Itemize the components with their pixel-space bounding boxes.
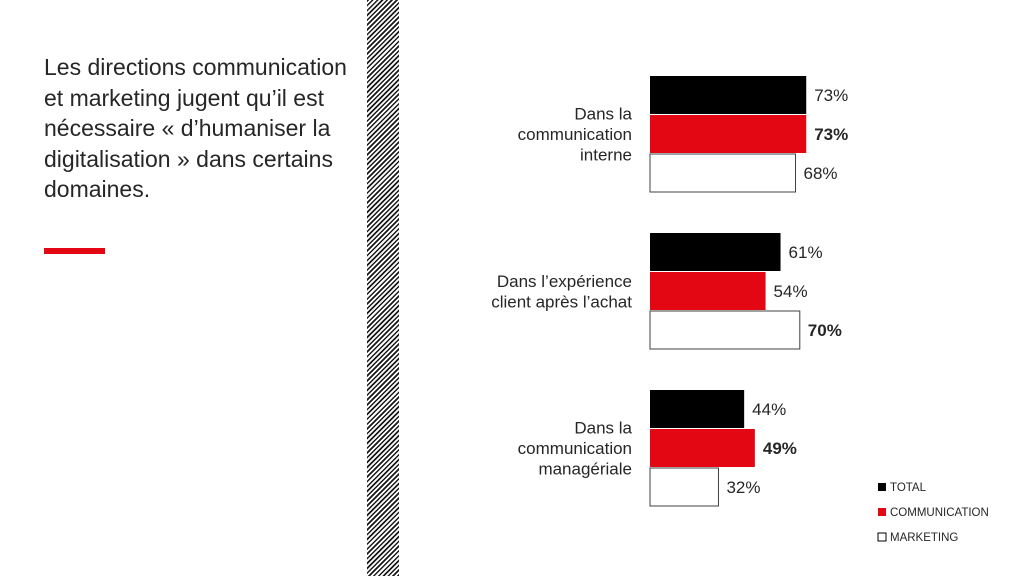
data-label: 61%: [789, 243, 823, 262]
legend-swatch-communication: [878, 508, 886, 516]
bar-total: [650, 390, 745, 428]
legend-swatch-marketing: [877, 532, 887, 542]
category-label: communication: [518, 439, 632, 458]
data-label: 49%: [763, 439, 797, 458]
bar-marketing: [649, 310, 801, 350]
data-label: 73%: [814, 86, 848, 105]
category-label: Dans la: [574, 105, 632, 124]
category-label: interne: [580, 146, 632, 165]
legend-label-total: TOTAL: [890, 482, 927, 494]
accent-underline: [44, 248, 105, 254]
data-label: 70%: [808, 321, 842, 340]
bar-marketing: [649, 467, 719, 507]
bar-communication: [650, 429, 755, 467]
hatched-divider: [367, 0, 399, 576]
bar-total: [650, 233, 781, 271]
category-label: client après l’achat: [491, 292, 632, 311]
category-label: managériale: [538, 460, 632, 479]
category-label: communication: [518, 125, 632, 144]
data-label: 68%: [804, 164, 838, 183]
bar-total: [650, 76, 807, 114]
data-label: 32%: [726, 478, 760, 497]
data-label: 54%: [774, 282, 808, 301]
legend-swatch-total: [878, 483, 886, 491]
category-label: Dans la: [574, 419, 632, 438]
bar-marketing: [649, 153, 797, 193]
bar-communication: [650, 272, 766, 310]
slide-headline: Les directions communication et marketin…: [44, 54, 347, 202]
category-label: Dans l’expérience: [497, 272, 632, 291]
data-label: 44%: [752, 400, 786, 419]
bar-communication: [650, 115, 807, 153]
legend-label-communication: COMMUNICATION: [890, 507, 989, 519]
legend-label-marketing: MARKETING: [890, 532, 958, 544]
data-label: 73%: [814, 125, 848, 144]
